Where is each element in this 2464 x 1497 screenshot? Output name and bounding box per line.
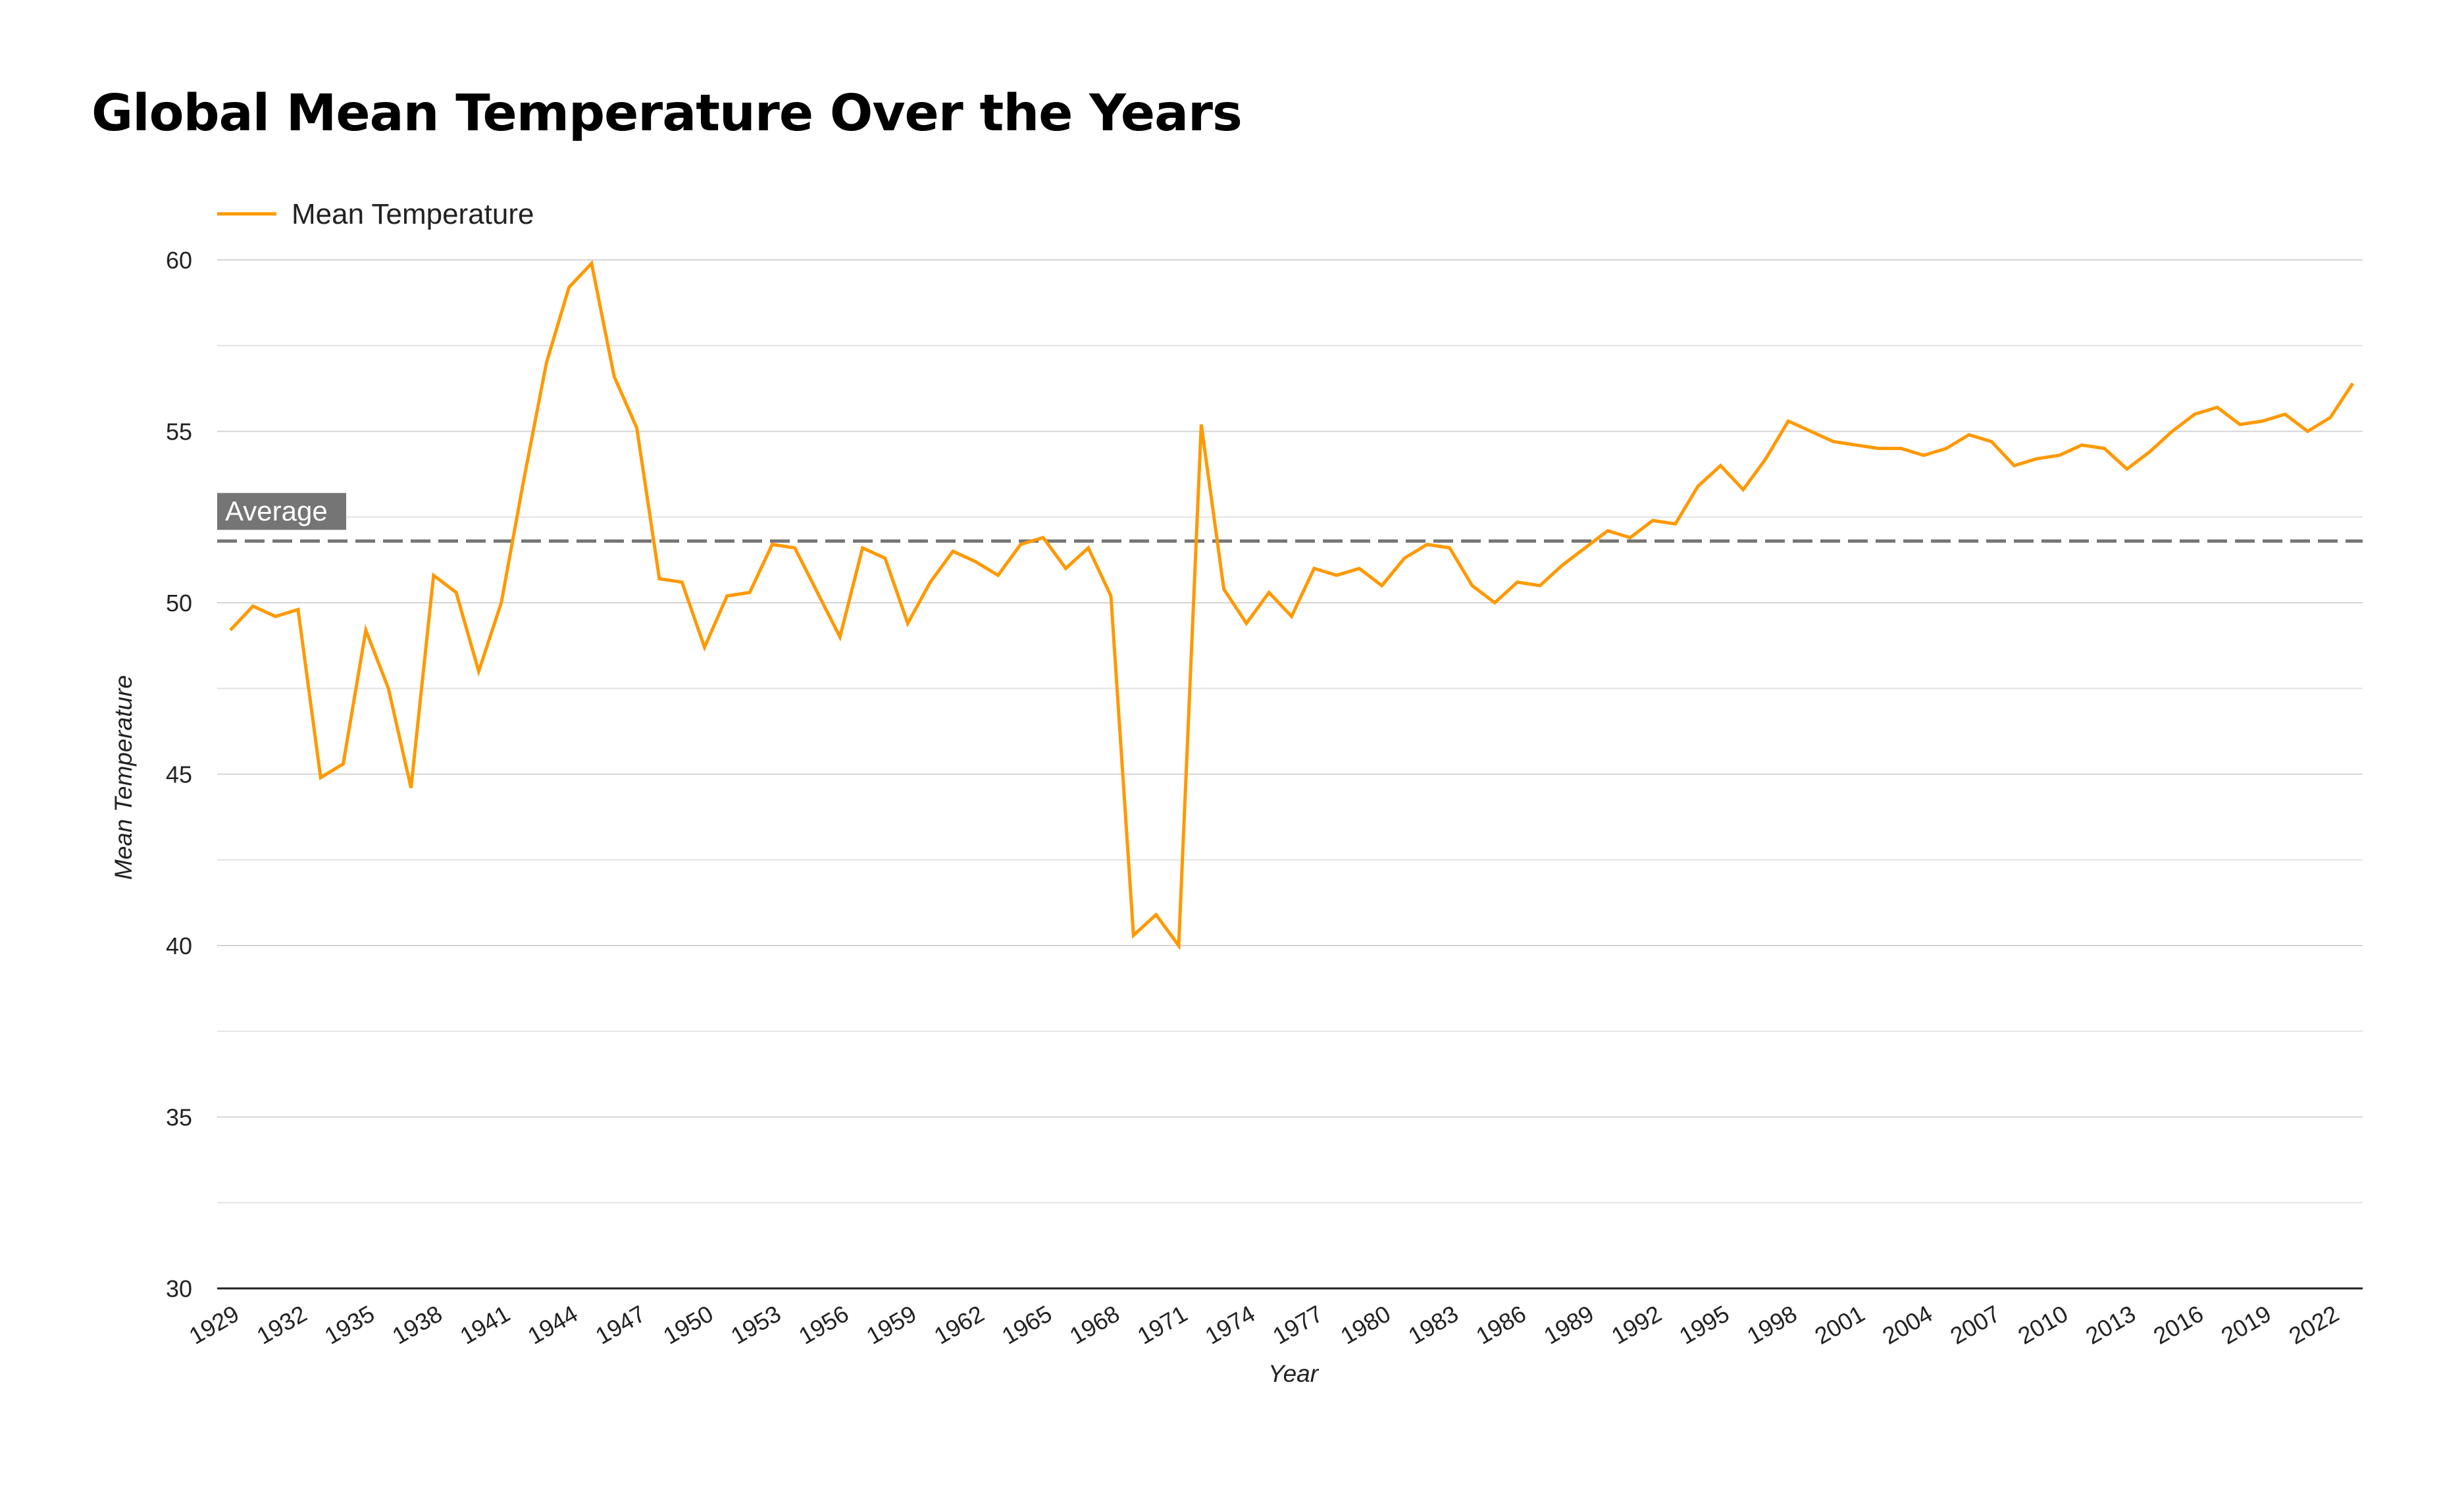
y-tick-label: 35 [166,1104,192,1131]
chart-title: Global Mean Temperature Over the Years [91,84,1243,143]
x-tick-label: 1947 [591,1300,650,1350]
reference-layer: Average [217,493,2363,543]
x-tick-label: 2001 [1810,1300,1869,1350]
x-tick-label: 1986 [1472,1300,1531,1350]
x-tick-label: 1989 [1539,1300,1599,1350]
x-tick-label: 1959 [861,1300,921,1350]
grid-layer [217,259,2363,1204]
x-tick-label: 1944 [523,1300,582,1350]
y-tick-label: 50 [166,590,192,617]
x-tick-label: 2007 [1945,1300,2005,1350]
x-tick-label: 2004 [1878,1300,1937,1350]
x-tick-label: 1950 [659,1300,718,1350]
x-tick-label: 1995 [1674,1300,1733,1350]
x-tick-label: 2016 [2149,1300,2208,1350]
x-tick-label: 1932 [252,1300,311,1350]
average-label-box [217,493,346,530]
x-tick-label: 1998 [1742,1300,1801,1350]
x-tick-label: 1974 [1200,1300,1260,1350]
average-label: Average [225,495,328,526]
x-tick-label: 1938 [388,1300,447,1350]
x-tick-label: 1977 [1268,1300,1327,1350]
y-tick-label: 30 [166,1275,192,1302]
x-tick-label: 1929 [184,1300,244,1350]
series-layer [229,259,2355,951]
x-tick-label: 1962 [929,1300,988,1350]
x-tick-label: 2022 [2284,1300,2344,1350]
x-tick-label: 2010 [2013,1300,2072,1350]
x-tick-label: 1968 [1065,1300,1124,1350]
x-tick-label: 1971 [1133,1300,1192,1350]
x-tick-label: 1956 [794,1300,853,1350]
x-tick-label: 1980 [1336,1300,1395,1350]
x-tick-label: 1983 [1404,1300,1463,1350]
x-tick-label: 1953 [727,1300,786,1350]
x-axis-title: Year [1268,1360,1320,1387]
x-tick-label: 1935 [320,1300,379,1350]
legend: Mean Temperature [217,198,534,230]
x-tick-label: 2019 [2217,1300,2276,1350]
x-tick-label: 1941 [455,1300,515,1350]
series-line [229,259,2355,951]
y-tick-label: 45 [166,761,192,788]
x-tick-label: 1965 [997,1300,1056,1350]
legend-label: Mean Temperature [292,198,534,230]
y-axis-title: Mean Temperature [110,675,137,880]
x-tick-label: 1992 [1607,1300,1666,1350]
x-tick-label: 2013 [2081,1300,2140,1350]
y-tick-label: 60 [166,247,192,274]
y-tick-label: 40 [166,932,192,959]
y-tick-label: 55 [166,419,192,445]
